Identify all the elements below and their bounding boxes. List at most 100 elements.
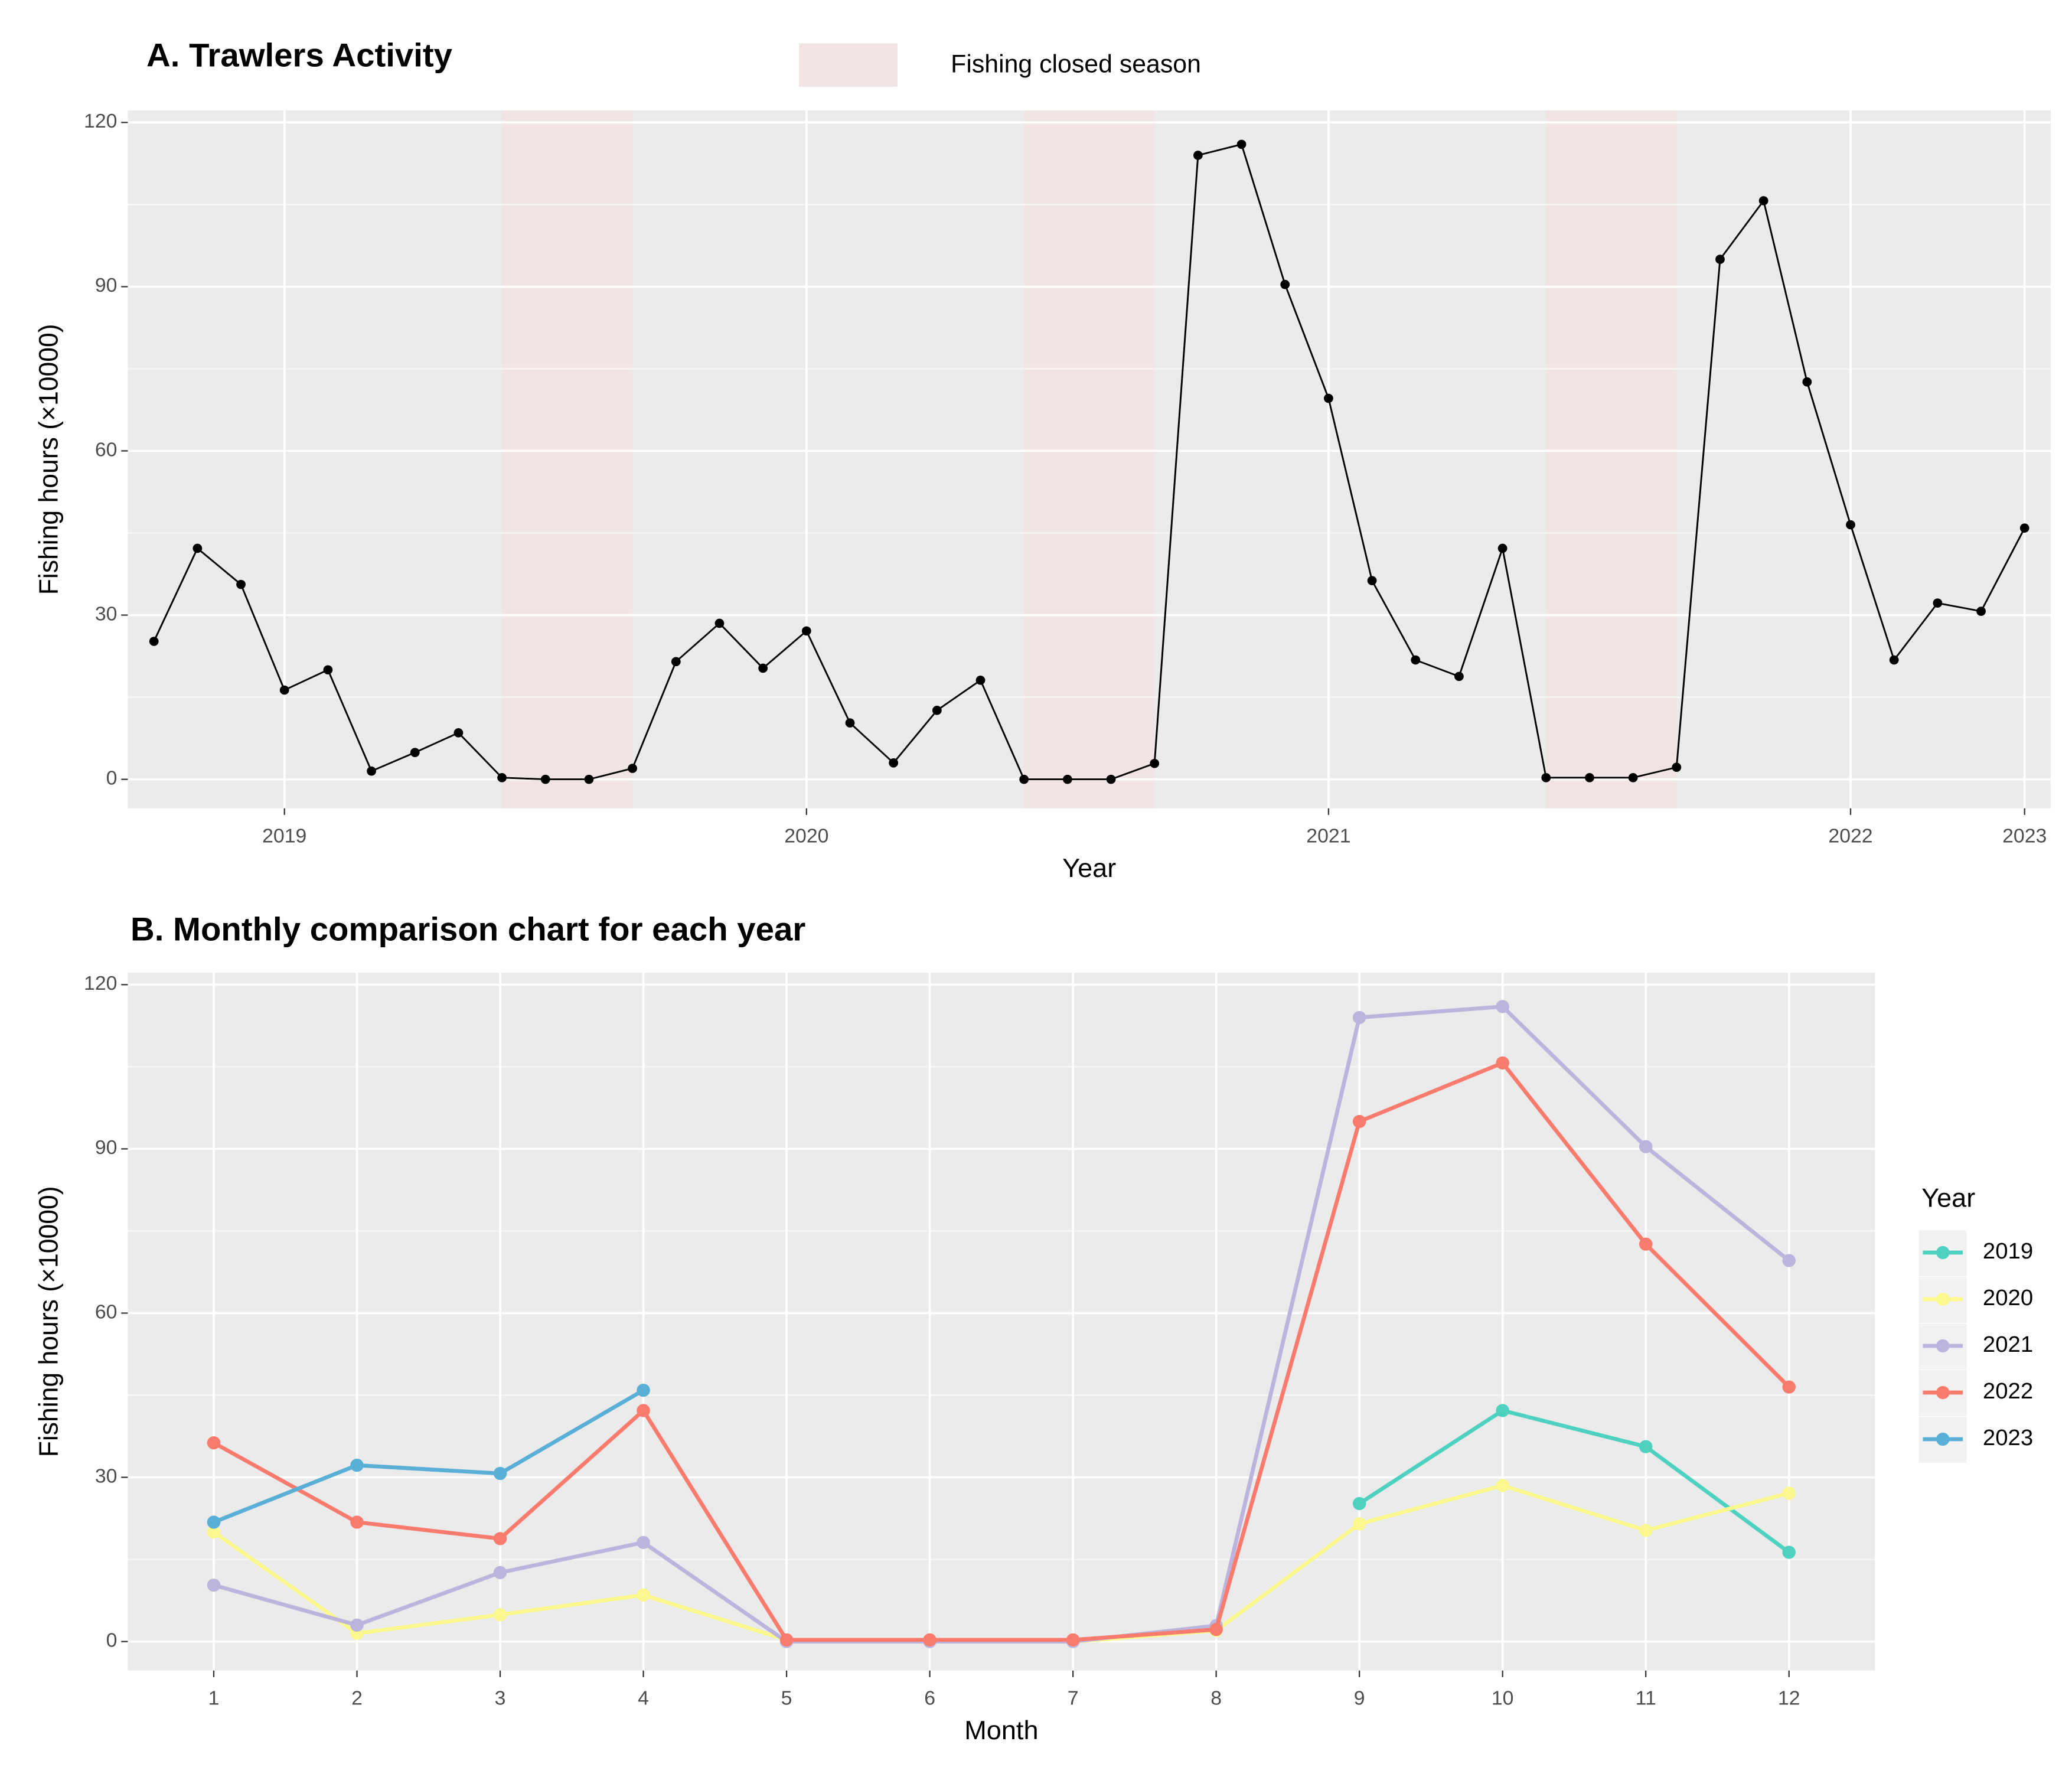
series-point (279, 685, 289, 695)
legend-point (1936, 1292, 1950, 1306)
series-point (1782, 1486, 1796, 1500)
series-point (923, 1633, 937, 1646)
series-point (1352, 1114, 1366, 1129)
series-point (889, 758, 899, 768)
y-tick-label: 60 (95, 1301, 118, 1323)
series-point (1585, 773, 1594, 782)
series-point (1889, 655, 1899, 665)
series-point (540, 774, 550, 784)
y-tick-label: 90 (95, 1137, 118, 1159)
chart-title: B. Monthly comparison chart for each yea… (130, 911, 805, 948)
series-point (1496, 1404, 1509, 1417)
series-point (714, 618, 725, 628)
series-point (1846, 520, 1855, 530)
series-point (584, 774, 594, 784)
series-point (1280, 279, 1290, 289)
series-point (1496, 1056, 1509, 1070)
series-point (1782, 1380, 1796, 1394)
closed-season (1546, 110, 1677, 808)
legend-label: 2023 (1983, 1426, 2033, 1450)
x-axis-label: Year (1062, 853, 1116, 883)
series-point (1324, 393, 1333, 403)
x-tick-label: 8 (1210, 1688, 1222, 1710)
series-point (1758, 196, 1768, 206)
series-point (207, 1436, 221, 1450)
x-tick-label: 5 (781, 1688, 792, 1710)
series-point (637, 1384, 650, 1397)
x-tick-label: 2021 (1306, 826, 1350, 847)
x-tick-label: 11 (1636, 1688, 1656, 1710)
x-tick-label: 2020 (784, 826, 828, 847)
y-tick-label: 90 (95, 275, 118, 296)
x-tick-label: 12 (1778, 1688, 1800, 1710)
series-point (493, 1466, 507, 1481)
series-point (1066, 1633, 1080, 1646)
legend-label: 2019 (1983, 1239, 2033, 1264)
x-axis-label: Month (964, 1716, 1038, 1745)
series-point (1639, 1524, 1653, 1537)
series-point (1411, 655, 1421, 665)
series-point (1236, 139, 1247, 149)
legend-label: 2022 (1983, 1379, 2033, 1404)
series-point (1454, 671, 1464, 682)
x-tick-label: 2023 (2002, 826, 2047, 847)
series-point (1193, 151, 1203, 160)
series-point (637, 1404, 650, 1417)
legend-label: Fishing closed season (951, 50, 1201, 79)
series-point (493, 1608, 507, 1622)
series-point (367, 766, 376, 776)
series-point (1782, 1545, 1796, 1559)
y-tick-label: 120 (84, 973, 117, 995)
legend-label: 2021 (1983, 1332, 2033, 1357)
y-tick-label: 0 (106, 768, 118, 790)
y-tick-label: 60 (95, 439, 118, 461)
series-point (1150, 758, 1160, 768)
series-point (1367, 576, 1377, 585)
series-point (2019, 523, 2029, 533)
series-point (149, 637, 159, 646)
y-axis-label: Fishing hours (×10000) (34, 324, 63, 595)
y-tick-label: 30 (95, 604, 118, 625)
series-point (1639, 1140, 1653, 1153)
series-point (236, 579, 246, 589)
series-point (975, 676, 986, 685)
series-point (1782, 1254, 1796, 1267)
series-line (153, 143, 2026, 781)
series-point (192, 543, 203, 553)
series-point (350, 1618, 364, 1632)
series-point (1496, 1000, 1509, 1013)
series-point (350, 1459, 364, 1472)
series-point (323, 665, 333, 675)
series-point (493, 1566, 507, 1579)
series-point (845, 718, 855, 728)
x-tick-label: 7 (1068, 1688, 1079, 1710)
series-point (453, 728, 464, 738)
y-axis-label: Fishing hours (×10000) (34, 1186, 63, 1457)
legend-point (1936, 1385, 1950, 1400)
series-point (493, 1532, 507, 1545)
series-point (637, 1535, 650, 1549)
x-tick-label: 2019 (262, 826, 306, 847)
series-point (1352, 1496, 1366, 1511)
x-tick-label: 9 (1354, 1688, 1365, 1710)
series-point (1352, 1517, 1366, 1531)
series-point (1541, 773, 1551, 782)
closed-season (1024, 110, 1155, 808)
series-point (1715, 255, 1725, 264)
legend-point (1936, 1432, 1950, 1446)
series-point (932, 706, 942, 715)
x-tick-label: 1 (208, 1688, 220, 1710)
x-tick-label: 2022 (1828, 826, 1872, 847)
legend-swatch (799, 43, 898, 87)
plot-background (128, 972, 1875, 1671)
series-point (1209, 1623, 1223, 1636)
legend-point (1936, 1245, 1950, 1260)
x-tick-label: 3 (495, 1688, 506, 1710)
series-point (637, 1588, 650, 1602)
closed-season (502, 110, 633, 808)
series-line (213, 1388, 645, 1524)
series-point (1019, 774, 1029, 784)
series-point (1062, 774, 1072, 784)
